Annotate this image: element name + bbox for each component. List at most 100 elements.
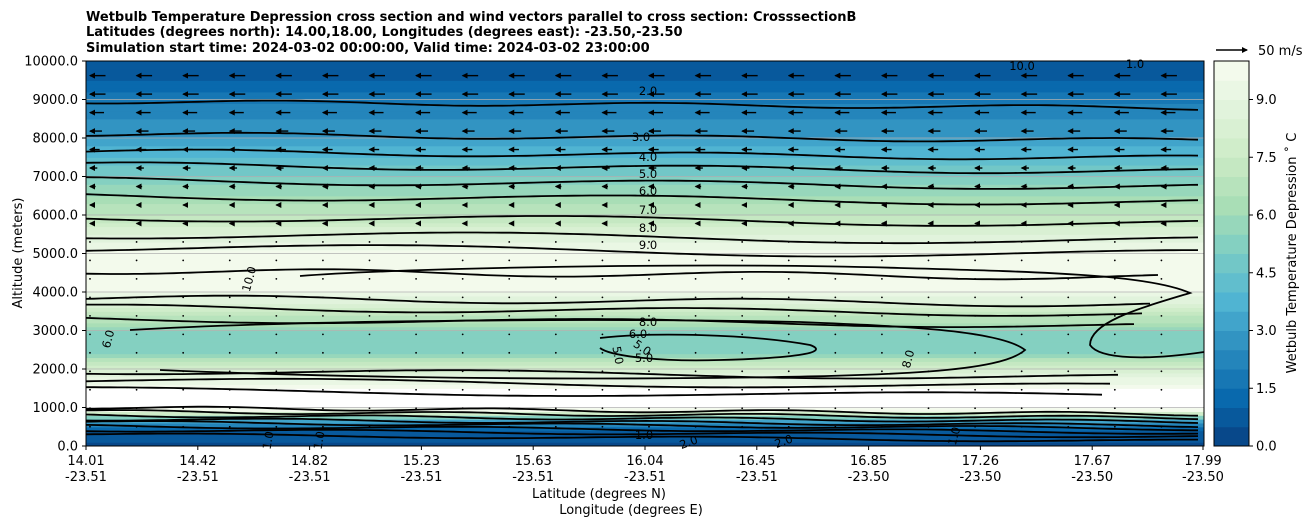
field-band [86,268,1204,274]
wind-vector [881,278,883,280]
wind-vector [601,388,604,391]
wind-vector [648,296,650,299]
wind-vector [694,333,697,336]
field-band [86,303,1204,308]
contour-label: 6.0 [629,327,647,341]
wind-vector [228,241,231,243]
field-band [86,326,1204,332]
x-tick-label-longitude: -23.51 [177,470,219,485]
contour-line [86,424,1199,435]
wind-vector [182,370,185,373]
wind-vector [322,278,324,280]
wind-vector [554,370,557,373]
contour-line [86,161,1199,175]
colorbar-band [1214,426,1249,447]
colorbar-band [1214,176,1249,197]
contour-line [86,131,1199,143]
contour-line [86,386,1103,397]
wind-vector [1207,370,1209,372]
field-band [86,176,1204,181]
contour-line [129,319,1027,380]
wind-vector [275,351,278,354]
wind-vector [1113,259,1116,262]
field-band [86,299,1204,305]
field-band [86,91,1204,97]
wind-vector [881,425,883,428]
field-band [86,184,1204,189]
wind-vector [1160,351,1163,354]
wind-vector [461,241,464,243]
field-band [86,64,1204,70]
colorbar-band [1214,253,1249,274]
wind-vector [415,278,417,280]
wind-vector [89,333,91,336]
contour-label: 2.0 [678,433,700,452]
field-band [86,211,1204,216]
wind-vector [368,296,371,299]
wind-vector [1067,333,1070,336]
contour-line [86,303,1143,317]
wind-vector [834,351,837,354]
field-band [86,145,1204,151]
wind-vector [974,296,976,299]
wind-vector [275,296,278,299]
field-band [86,130,1204,135]
wind-vector [508,407,511,410]
wind-vector [508,241,511,243]
field-band [86,80,1204,85]
wind-vector [368,351,371,354]
wind-vector [228,333,231,336]
colorbar-band [1214,369,1249,389]
wind-vector [881,370,883,373]
wind-vector [415,425,417,428]
wind-vector [275,241,278,243]
x-tick-label-latitude: 16.85 [850,454,887,469]
wind-vector [601,370,604,373]
field-band [86,207,1204,212]
wind-vector [554,296,557,299]
wind-vector [228,259,231,262]
wind-vector [927,425,930,428]
wind-vector [648,259,650,262]
wind-vector [1160,241,1163,243]
wind-vector [1020,259,1023,262]
wind-vector [275,333,278,336]
chart-title-line-2: Latitudes (degrees north): 14.00,18.00, … [86,25,683,40]
wind-vector [974,333,976,336]
field-band [86,245,1204,251]
wind-vector [648,388,650,391]
field-band [86,403,1204,409]
wind-vector [834,314,837,317]
field-band [86,141,1204,147]
wind-vector [135,351,138,354]
contour-line [86,317,1135,328]
colorbar-tick-label: 3.0 [1256,324,1277,339]
colorbar-frame [1213,60,1250,447]
x-tick-label-latitude: 16.45 [738,454,775,469]
colorbar-tick-label: 1.5 [1256,382,1277,397]
wind-vector [554,241,557,243]
colorbar-band [1214,138,1249,158]
wind-vector [1113,241,1116,243]
contour-line [299,264,1204,359]
contour-line [86,294,1151,308]
wind-vector [508,278,511,280]
field-band [86,153,1204,158]
x-tick-label-longitude: -23.51 [736,470,778,485]
wind-vector [1067,370,1070,373]
wind-vector [974,351,976,354]
wind-vector [601,314,604,317]
y-tick-label: 0.0 [57,440,78,455]
wind-vector [834,241,837,243]
field-band [86,172,1204,178]
wind-vector [601,407,604,410]
field-band [86,168,1204,174]
wind-vector [927,278,930,280]
chart-title-line-1: Wetbulb Temperature Depression cross sec… [86,10,856,25]
contour-line [86,231,1199,245]
contour-label: 6.0 [99,328,117,349]
wind-vector [508,351,511,354]
wind-vector [927,407,930,410]
wind-vector [275,407,278,410]
wind-vector [834,278,837,280]
